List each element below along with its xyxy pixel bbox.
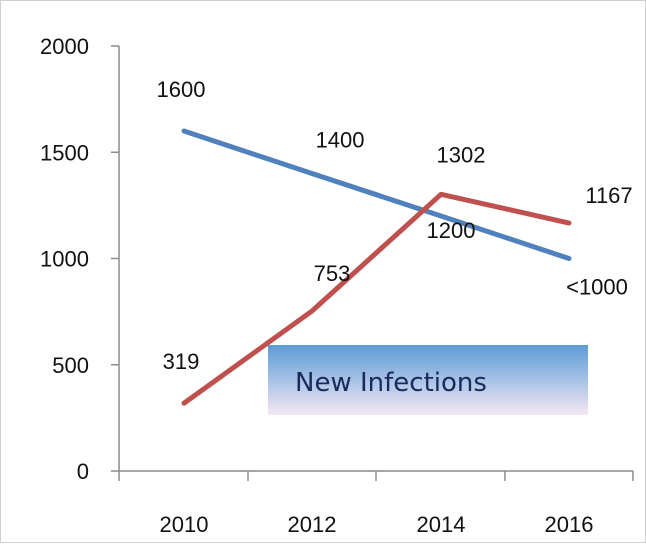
data-label: 1600 [157, 77, 206, 102]
y-tick-label: 2000 [40, 34, 89, 59]
x-tick-label: 2014 [417, 512, 466, 537]
series-line-0 [184, 131, 569, 259]
data-label: 753 [314, 261, 351, 286]
annotation-text: New Infections [295, 368, 487, 398]
data-label: 1167 [585, 183, 632, 208]
x-tick-label: 2016 [545, 512, 594, 537]
x-tick-label: 2012 [288, 512, 337, 537]
annotation: New Infections [268, 345, 588, 415]
y-tick-label: 0 [77, 459, 89, 484]
x-tick-label: 2010 [160, 512, 209, 537]
y-tick-label: 1500 [40, 140, 89, 165]
data-label: 1200 [427, 218, 476, 243]
data-labels: 1600 1400 1200 <1000 319 753 1302 1167 [157, 77, 633, 374]
data-label: <1000 [566, 275, 628, 300]
y-tick-label: 1000 [40, 247, 89, 272]
data-label: 1302 [437, 142, 486, 167]
data-label: 319 [163, 349, 200, 374]
y-tick-label: 500 [52, 353, 89, 378]
data-label: 1400 [316, 128, 365, 153]
